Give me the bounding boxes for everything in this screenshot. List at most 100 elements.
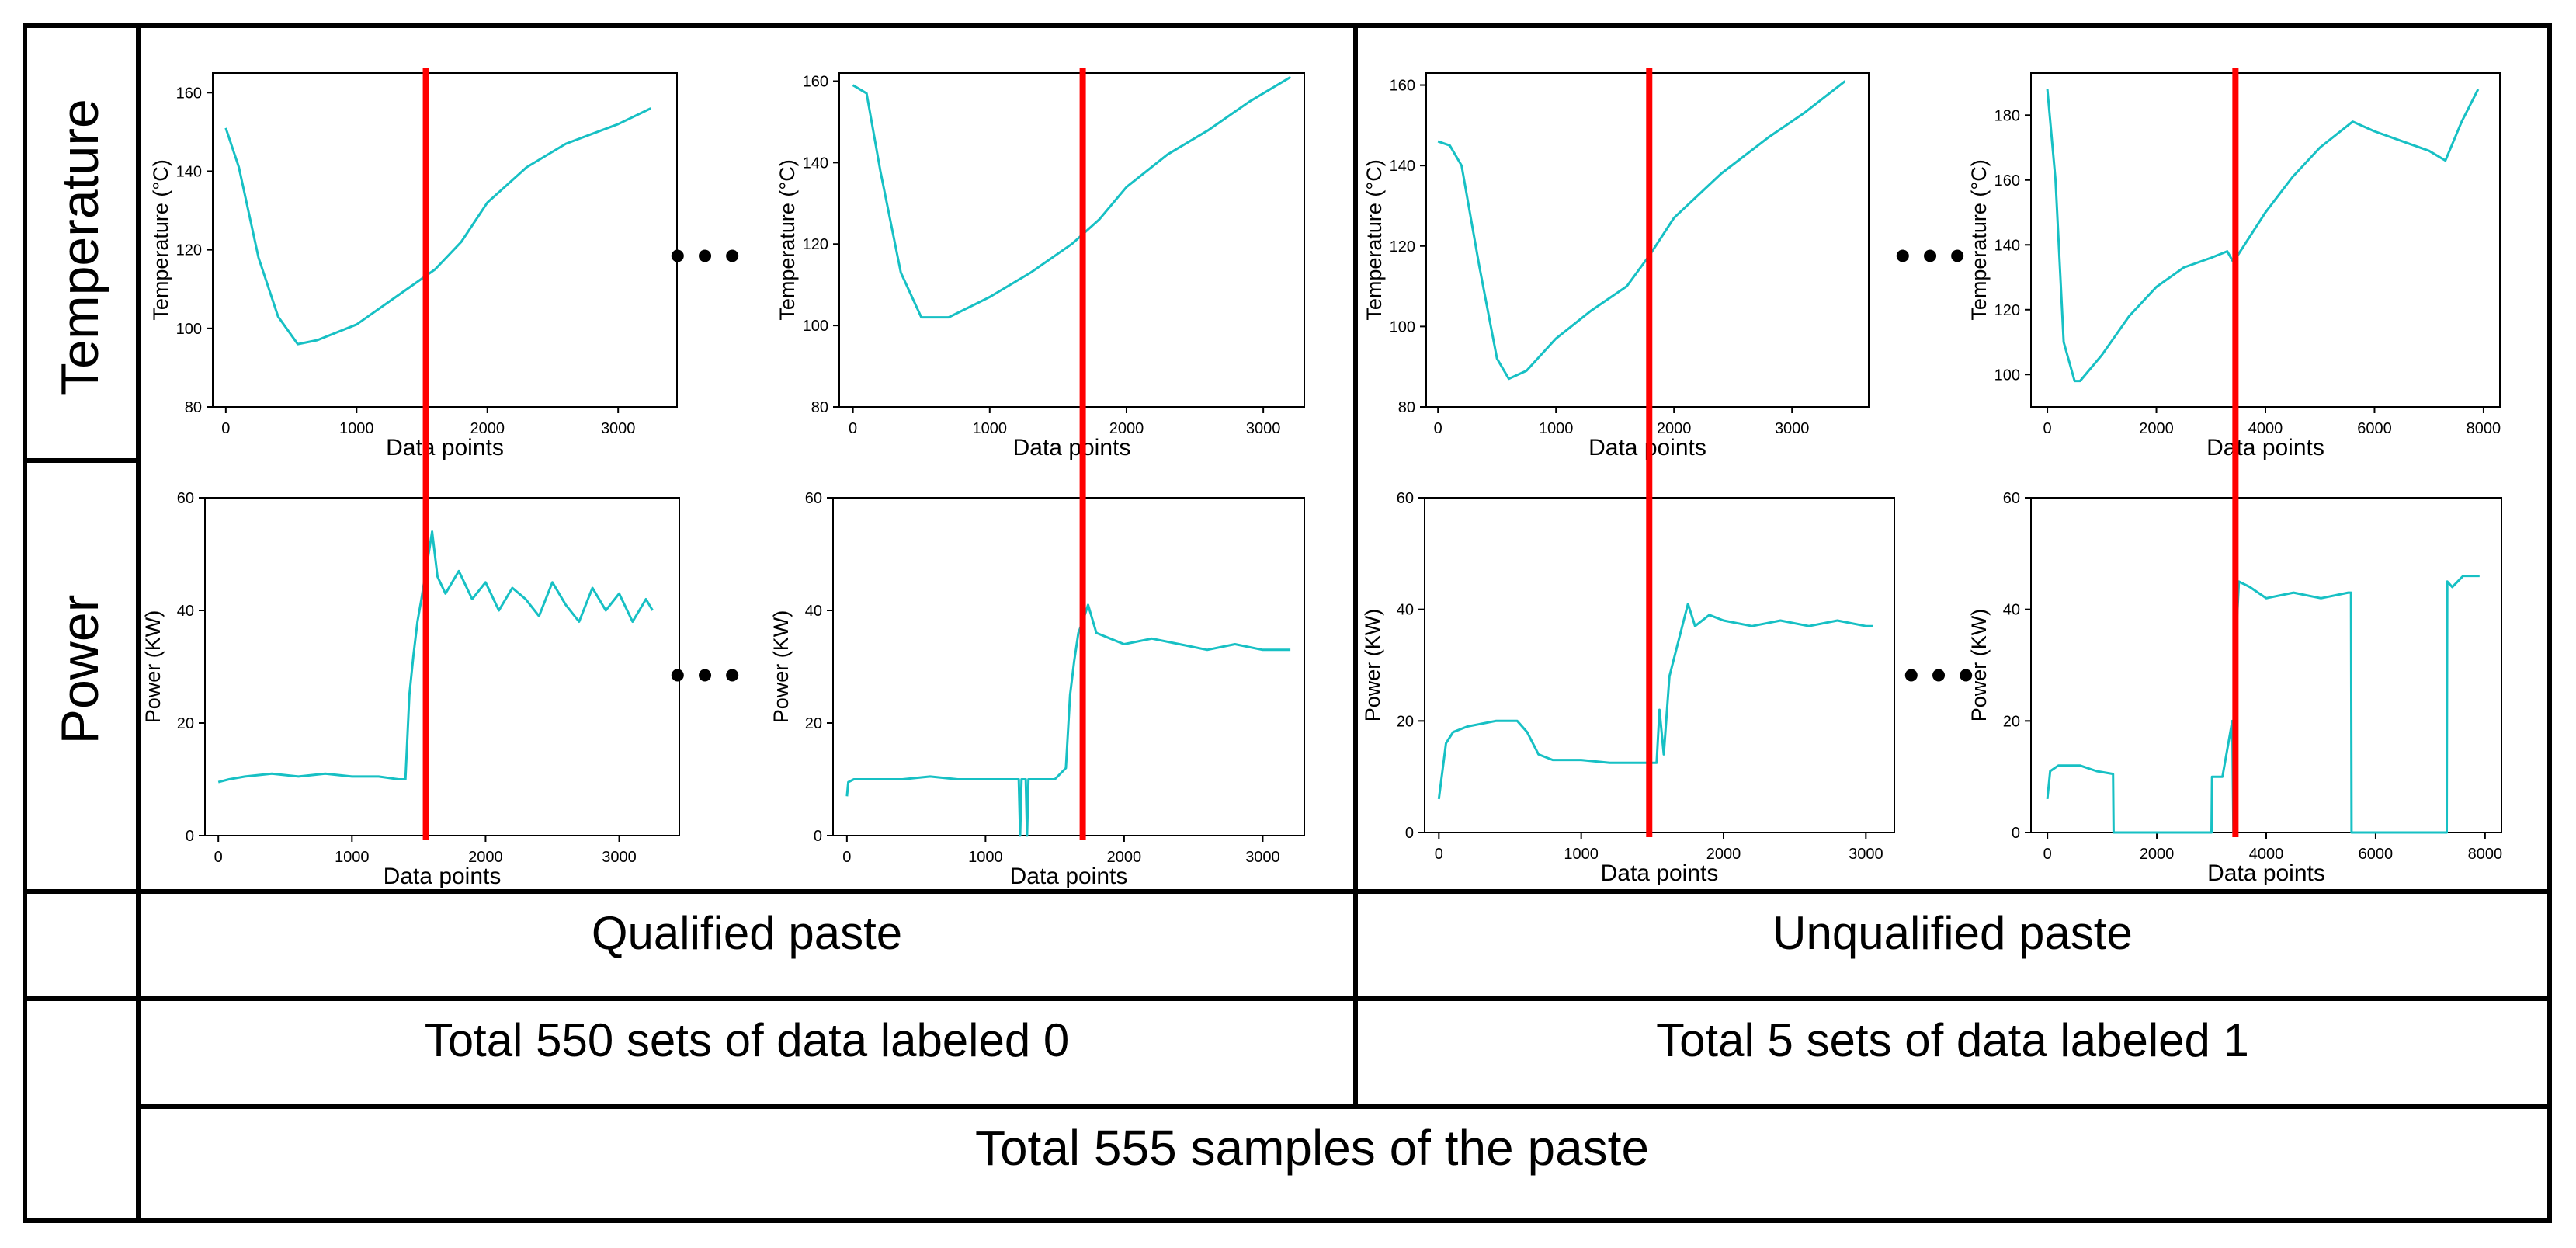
x-axis-label: Data points xyxy=(2207,860,2325,886)
y-tick-label: 160 xyxy=(1390,78,1415,95)
series-line xyxy=(217,530,654,784)
x-tick-label: 3000 xyxy=(1245,849,1280,866)
y-tick-label: 40 xyxy=(2003,602,2020,619)
row-label-power: Power xyxy=(50,595,109,745)
x-tick-label: 6000 xyxy=(2357,420,2392,437)
x-tick-label: 2000 xyxy=(2140,846,2175,863)
series-line xyxy=(1437,603,1873,800)
y-tick-label: 20 xyxy=(805,715,822,732)
y-tick-label: 40 xyxy=(177,603,194,620)
x-tick-label: 2000 xyxy=(1107,849,1142,866)
x-axis-label: Data points xyxy=(1601,860,1719,886)
x-tick-label: 0 xyxy=(1434,420,1442,437)
y-tick-label: 0 xyxy=(814,828,822,845)
x-tick-label: 0 xyxy=(842,849,851,866)
y-tick-label: 140 xyxy=(1390,158,1415,175)
x-tick-label: 1000 xyxy=(973,420,1008,437)
series-line xyxy=(224,107,651,346)
x-tick-label: 4000 xyxy=(2248,420,2283,437)
x-tick-label: 2000 xyxy=(1109,420,1144,437)
y-tick-label: 0 xyxy=(2012,825,2020,842)
y-axis-label: Power (KW) xyxy=(769,610,793,724)
y-tick-label: 120 xyxy=(1994,302,2020,319)
y-tick-label: 100 xyxy=(803,318,828,335)
series-line xyxy=(2046,575,2480,834)
category-unqualified: Unqualified paste xyxy=(1772,907,2133,959)
x-tick-label: 2000 xyxy=(2139,420,2174,437)
plot-frame xyxy=(2030,497,2502,833)
x-tick-label: 2000 xyxy=(1706,846,1741,863)
x-tick-label: 1000 xyxy=(1539,420,1574,437)
x-tick-label: 8000 xyxy=(2467,420,2501,437)
chart-u2-power: 0 2000 4000 6000 8000 0 20 40 60 Data points Power… xyxy=(1967,490,2502,886)
plot-frame xyxy=(832,497,1305,836)
x-tick-label: 3000 xyxy=(1775,420,1810,437)
y-tick-label: 180 xyxy=(1994,107,2020,124)
ellipsis-power-qualified: • • • xyxy=(670,650,740,699)
y-tick-label: 120 xyxy=(176,242,202,259)
x-tick-label: 6000 xyxy=(2359,846,2394,863)
layout-table-lines xyxy=(23,23,2552,1223)
ellipsis-temp-qualified: • • • xyxy=(670,231,740,280)
y-axis-label: Power (KW) xyxy=(1361,609,1384,722)
y-tick-label: 60 xyxy=(1397,490,1414,507)
y-tick-label: 100 xyxy=(1994,367,2020,384)
x-tick-label: 1000 xyxy=(1564,846,1599,863)
series-line xyxy=(852,75,1292,319)
y-tick-label: 20 xyxy=(1397,713,1414,730)
total-samples: Total 555 samples of the paste xyxy=(975,1120,1649,1176)
x-axis-label: Data points xyxy=(2206,435,2324,461)
y-tick-label: 60 xyxy=(805,490,822,507)
x-tick-label: 2000 xyxy=(470,420,505,437)
x-tick-label: 1000 xyxy=(335,849,370,866)
y-tick-label: 160 xyxy=(803,73,828,90)
y-tick-label: 80 xyxy=(185,399,202,416)
y-tick-label: 40 xyxy=(805,603,822,620)
x-axis-label: Data points xyxy=(1010,864,1128,889)
series-line xyxy=(845,603,1291,837)
row-label-temperature: Temperature xyxy=(50,99,109,395)
y-tick-label: 0 xyxy=(186,828,194,845)
y-axis-label: Power (KW) xyxy=(1967,609,1991,722)
plot-frame xyxy=(212,72,678,408)
y-tick-label: 100 xyxy=(176,321,202,338)
category-qualified: Qualified paste xyxy=(592,907,902,959)
plot-frame xyxy=(838,72,1305,408)
x-axis-label: Data points xyxy=(1013,435,1131,461)
chart-u1-power: 0 1000 2000 3000 0 20 40 60 Data points Power (KW… xyxy=(1361,490,1895,886)
x-tick-label: 1000 xyxy=(968,849,1003,866)
chart-q2-temp: 0 1000 2000 3000 80 100 120 140 160 Data points Te… xyxy=(776,72,1305,461)
x-tick-label: 2000 xyxy=(1657,420,1692,437)
y-tick-label: 80 xyxy=(1398,399,1415,416)
x-tick-label: 0 xyxy=(214,849,223,866)
y-tick-label: 60 xyxy=(177,490,194,507)
x-tick-label: 0 xyxy=(2043,420,2052,437)
y-tick-label: 100 xyxy=(1390,318,1415,335)
plot-frame xyxy=(1424,497,1895,833)
y-tick-label: 20 xyxy=(177,715,194,732)
x-tick-label: 3000 xyxy=(1246,420,1281,437)
x-tick-label: 0 xyxy=(2043,846,2052,863)
y-axis-label: Power (KW) xyxy=(141,610,165,724)
chart-q1-temp: 0 1000 2000 3000 80 100 120 140 160 Data points Te… xyxy=(149,72,678,461)
x-tick-label: 3000 xyxy=(1849,846,1883,863)
y-tick-label: 40 xyxy=(1397,602,1414,619)
y-tick-label: 140 xyxy=(176,163,202,180)
plot-frame xyxy=(204,497,680,836)
y-tick-label: 20 xyxy=(2003,713,2020,730)
x-tick-label: 2000 xyxy=(468,849,503,866)
y-tick-label: 160 xyxy=(176,85,202,102)
series-line xyxy=(1437,80,1846,381)
y-axis-label: Temperature (°C) xyxy=(1363,159,1386,320)
x-tick-label: 3000 xyxy=(602,849,637,866)
chart-q2-power: 0 1000 2000 3000 0 20 40 60 Data points Power (KW… xyxy=(769,490,1305,889)
y-tick-label: 120 xyxy=(803,236,828,253)
x-tick-label: 0 xyxy=(221,420,230,437)
series-line xyxy=(2046,89,2480,383)
ellipsis-power-unqualified: • • • xyxy=(1904,650,1974,699)
y-tick-label: 140 xyxy=(803,155,828,172)
x-tick-label: 1000 xyxy=(339,420,374,437)
